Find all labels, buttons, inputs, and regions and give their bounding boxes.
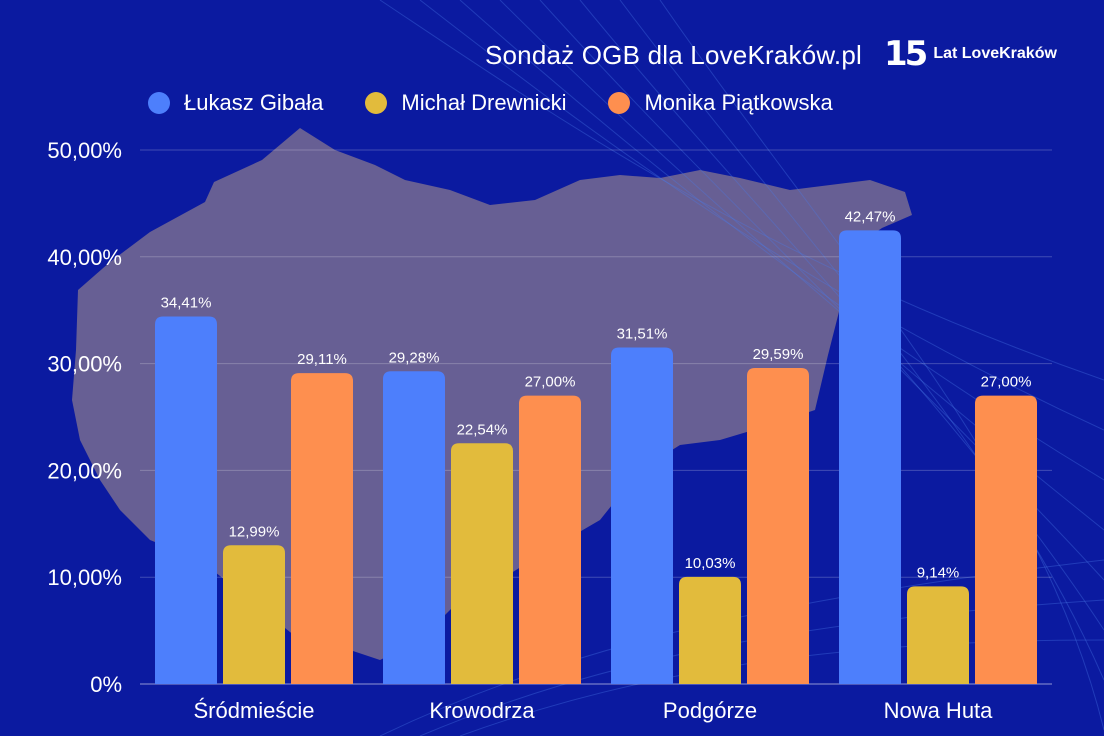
- data-label: 12,99%: [229, 523, 280, 540]
- data-label: 29,59%: [753, 346, 804, 363]
- data-label: 27,00%: [525, 374, 576, 391]
- data-label: 42,47%: [845, 208, 896, 225]
- data-label: 29,28%: [389, 349, 440, 366]
- bar: [611, 347, 673, 684]
- legend-dot: [148, 92, 170, 114]
- legend-label: Monika Piątkowska: [644, 90, 833, 115]
- bar: [839, 230, 901, 684]
- bar: [907, 586, 969, 684]
- x-tick-label: Krowodrza: [429, 698, 535, 723]
- bar: [679, 576, 741, 684]
- y-tick-label: 10,00%: [47, 565, 122, 590]
- data-label: 27,00%: [981, 374, 1032, 391]
- y-tick-label: 40,00%: [47, 245, 122, 270]
- chart-title: Sondaż OGB dla LoveKraków.pl: [484, 40, 862, 70]
- legend-dot: [608, 92, 631, 114]
- bar: [383, 371, 445, 684]
- x-axis-ticks: Śródmieście Krowodrza Podgórze Nowa Huta: [193, 698, 993, 723]
- y-tick-label: 20,00%: [47, 458, 122, 483]
- bar: [975, 395, 1037, 684]
- data-label: 31,51%: [617, 325, 668, 342]
- data-label: 22,54%: [457, 421, 508, 438]
- legend-item-gibala: Łukasz Gibała: [148, 90, 323, 116]
- data-label: 34,41%: [161, 295, 212, 312]
- y-tick-label: 0%: [90, 672, 122, 697]
- brand-logo: 15 Lat LoveKraków: [884, 34, 1057, 74]
- data-labels: 34,41% 12,99% 29,11% 29,28% 22,54% 27,00% 31,5…: [161, 208, 1032, 581]
- bars: [155, 230, 1037, 684]
- y-axis-ticks: 0% 10,00% 20,00% 30,00% 40,00% 50,00%: [47, 138, 122, 697]
- legend-label: Łukasz Gibała: [184, 90, 324, 115]
- data-label: 10,03%: [685, 555, 736, 572]
- legend-item-piatkowska: Monika Piątkowska: [608, 90, 833, 116]
- data-label: 9,14%: [917, 564, 960, 581]
- y-tick-label: 50,00%: [47, 138, 122, 163]
- legend: Łukasz Gibała Michał Drewnicki Monika Pi…: [148, 90, 875, 116]
- x-tick-label: Śródmieście: [193, 698, 314, 723]
- krakow-map-silhouette: [72, 128, 912, 660]
- bar: [155, 316, 217, 684]
- x-tick-label: Nowa Huta: [884, 698, 994, 723]
- bar: [223, 545, 285, 684]
- logo-number: 15: [884, 34, 928, 74]
- legend-item-drewnicki: Michał Drewnicki: [365, 90, 566, 116]
- logo-text: Lat LoveKraków: [933, 45, 1057, 62]
- data-label: 29,11%: [297, 351, 347, 368]
- x-tick-label: Podgórze: [663, 698, 757, 723]
- bar: [519, 395, 581, 684]
- legend-label: Michał Drewnicki: [401, 90, 567, 115]
- y-tick-label: 30,00%: [47, 352, 122, 377]
- bar: [291, 373, 353, 684]
- bar: [747, 367, 809, 684]
- bar: [451, 443, 513, 684]
- legend-dot: [365, 92, 388, 114]
